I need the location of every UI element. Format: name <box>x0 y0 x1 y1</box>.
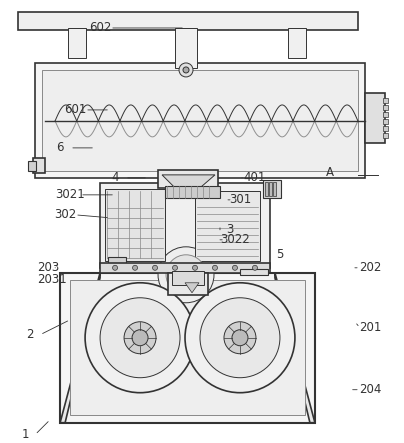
Bar <box>288 28 306 58</box>
Bar <box>273 182 276 196</box>
Bar <box>70 280 305 415</box>
Text: 202: 202 <box>359 261 381 274</box>
Bar <box>100 183 270 268</box>
Bar <box>108 257 126 265</box>
Circle shape <box>124 322 156 354</box>
Text: 5: 5 <box>276 249 284 261</box>
Text: 3021: 3021 <box>55 188 85 202</box>
Text: 201: 201 <box>359 321 381 334</box>
Bar <box>383 105 388 110</box>
Polygon shape <box>185 283 199 293</box>
Circle shape <box>200 298 280 378</box>
Bar <box>383 133 388 138</box>
Circle shape <box>133 265 137 270</box>
Text: 6: 6 <box>57 141 64 155</box>
Bar <box>265 182 268 196</box>
Text: 302: 302 <box>54 208 76 222</box>
Bar <box>18 12 358 30</box>
Circle shape <box>132 330 148 346</box>
Bar <box>33 158 45 173</box>
Text: 301: 301 <box>229 193 251 206</box>
Text: 203: 203 <box>37 261 59 274</box>
Polygon shape <box>162 175 215 188</box>
Bar <box>195 191 260 261</box>
Text: 3: 3 <box>226 223 234 236</box>
Circle shape <box>252 265 257 270</box>
Text: 601: 601 <box>64 103 86 117</box>
Bar <box>35 63 365 178</box>
Bar <box>158 170 218 188</box>
Bar <box>42 70 358 171</box>
Circle shape <box>232 330 248 346</box>
Circle shape <box>158 247 214 303</box>
Text: 2031: 2031 <box>37 273 67 286</box>
Circle shape <box>183 67 189 73</box>
Bar <box>240 269 268 275</box>
Text: 3022: 3022 <box>220 233 250 246</box>
Bar <box>269 182 272 196</box>
Text: A: A <box>326 167 334 179</box>
Circle shape <box>166 255 206 295</box>
Polygon shape <box>275 273 315 423</box>
Bar <box>100 263 270 273</box>
Circle shape <box>193 265 198 270</box>
Circle shape <box>185 283 295 392</box>
Circle shape <box>213 265 217 270</box>
Bar <box>105 189 165 261</box>
Bar <box>68 28 86 58</box>
Bar <box>263 180 281 198</box>
Text: 401: 401 <box>244 171 266 184</box>
Bar <box>365 93 385 143</box>
Text: 2: 2 <box>26 328 34 341</box>
Bar <box>165 186 220 198</box>
Bar <box>383 98 388 103</box>
Bar <box>172 271 204 285</box>
Bar <box>28 161 36 171</box>
Circle shape <box>100 298 180 378</box>
Bar <box>60 273 315 423</box>
Circle shape <box>179 63 193 77</box>
Text: 602: 602 <box>89 21 111 35</box>
Circle shape <box>85 283 195 392</box>
Bar <box>168 273 208 295</box>
Text: 1: 1 <box>21 428 29 441</box>
Bar <box>383 119 388 124</box>
Circle shape <box>153 265 158 270</box>
Circle shape <box>224 322 256 354</box>
Bar <box>175 28 197 68</box>
Bar <box>383 126 388 131</box>
Circle shape <box>232 265 238 270</box>
Text: 4: 4 <box>112 171 119 184</box>
Text: 204: 204 <box>359 383 381 396</box>
Polygon shape <box>60 273 100 423</box>
Bar <box>383 112 388 117</box>
Circle shape <box>113 265 118 270</box>
Circle shape <box>173 265 177 270</box>
